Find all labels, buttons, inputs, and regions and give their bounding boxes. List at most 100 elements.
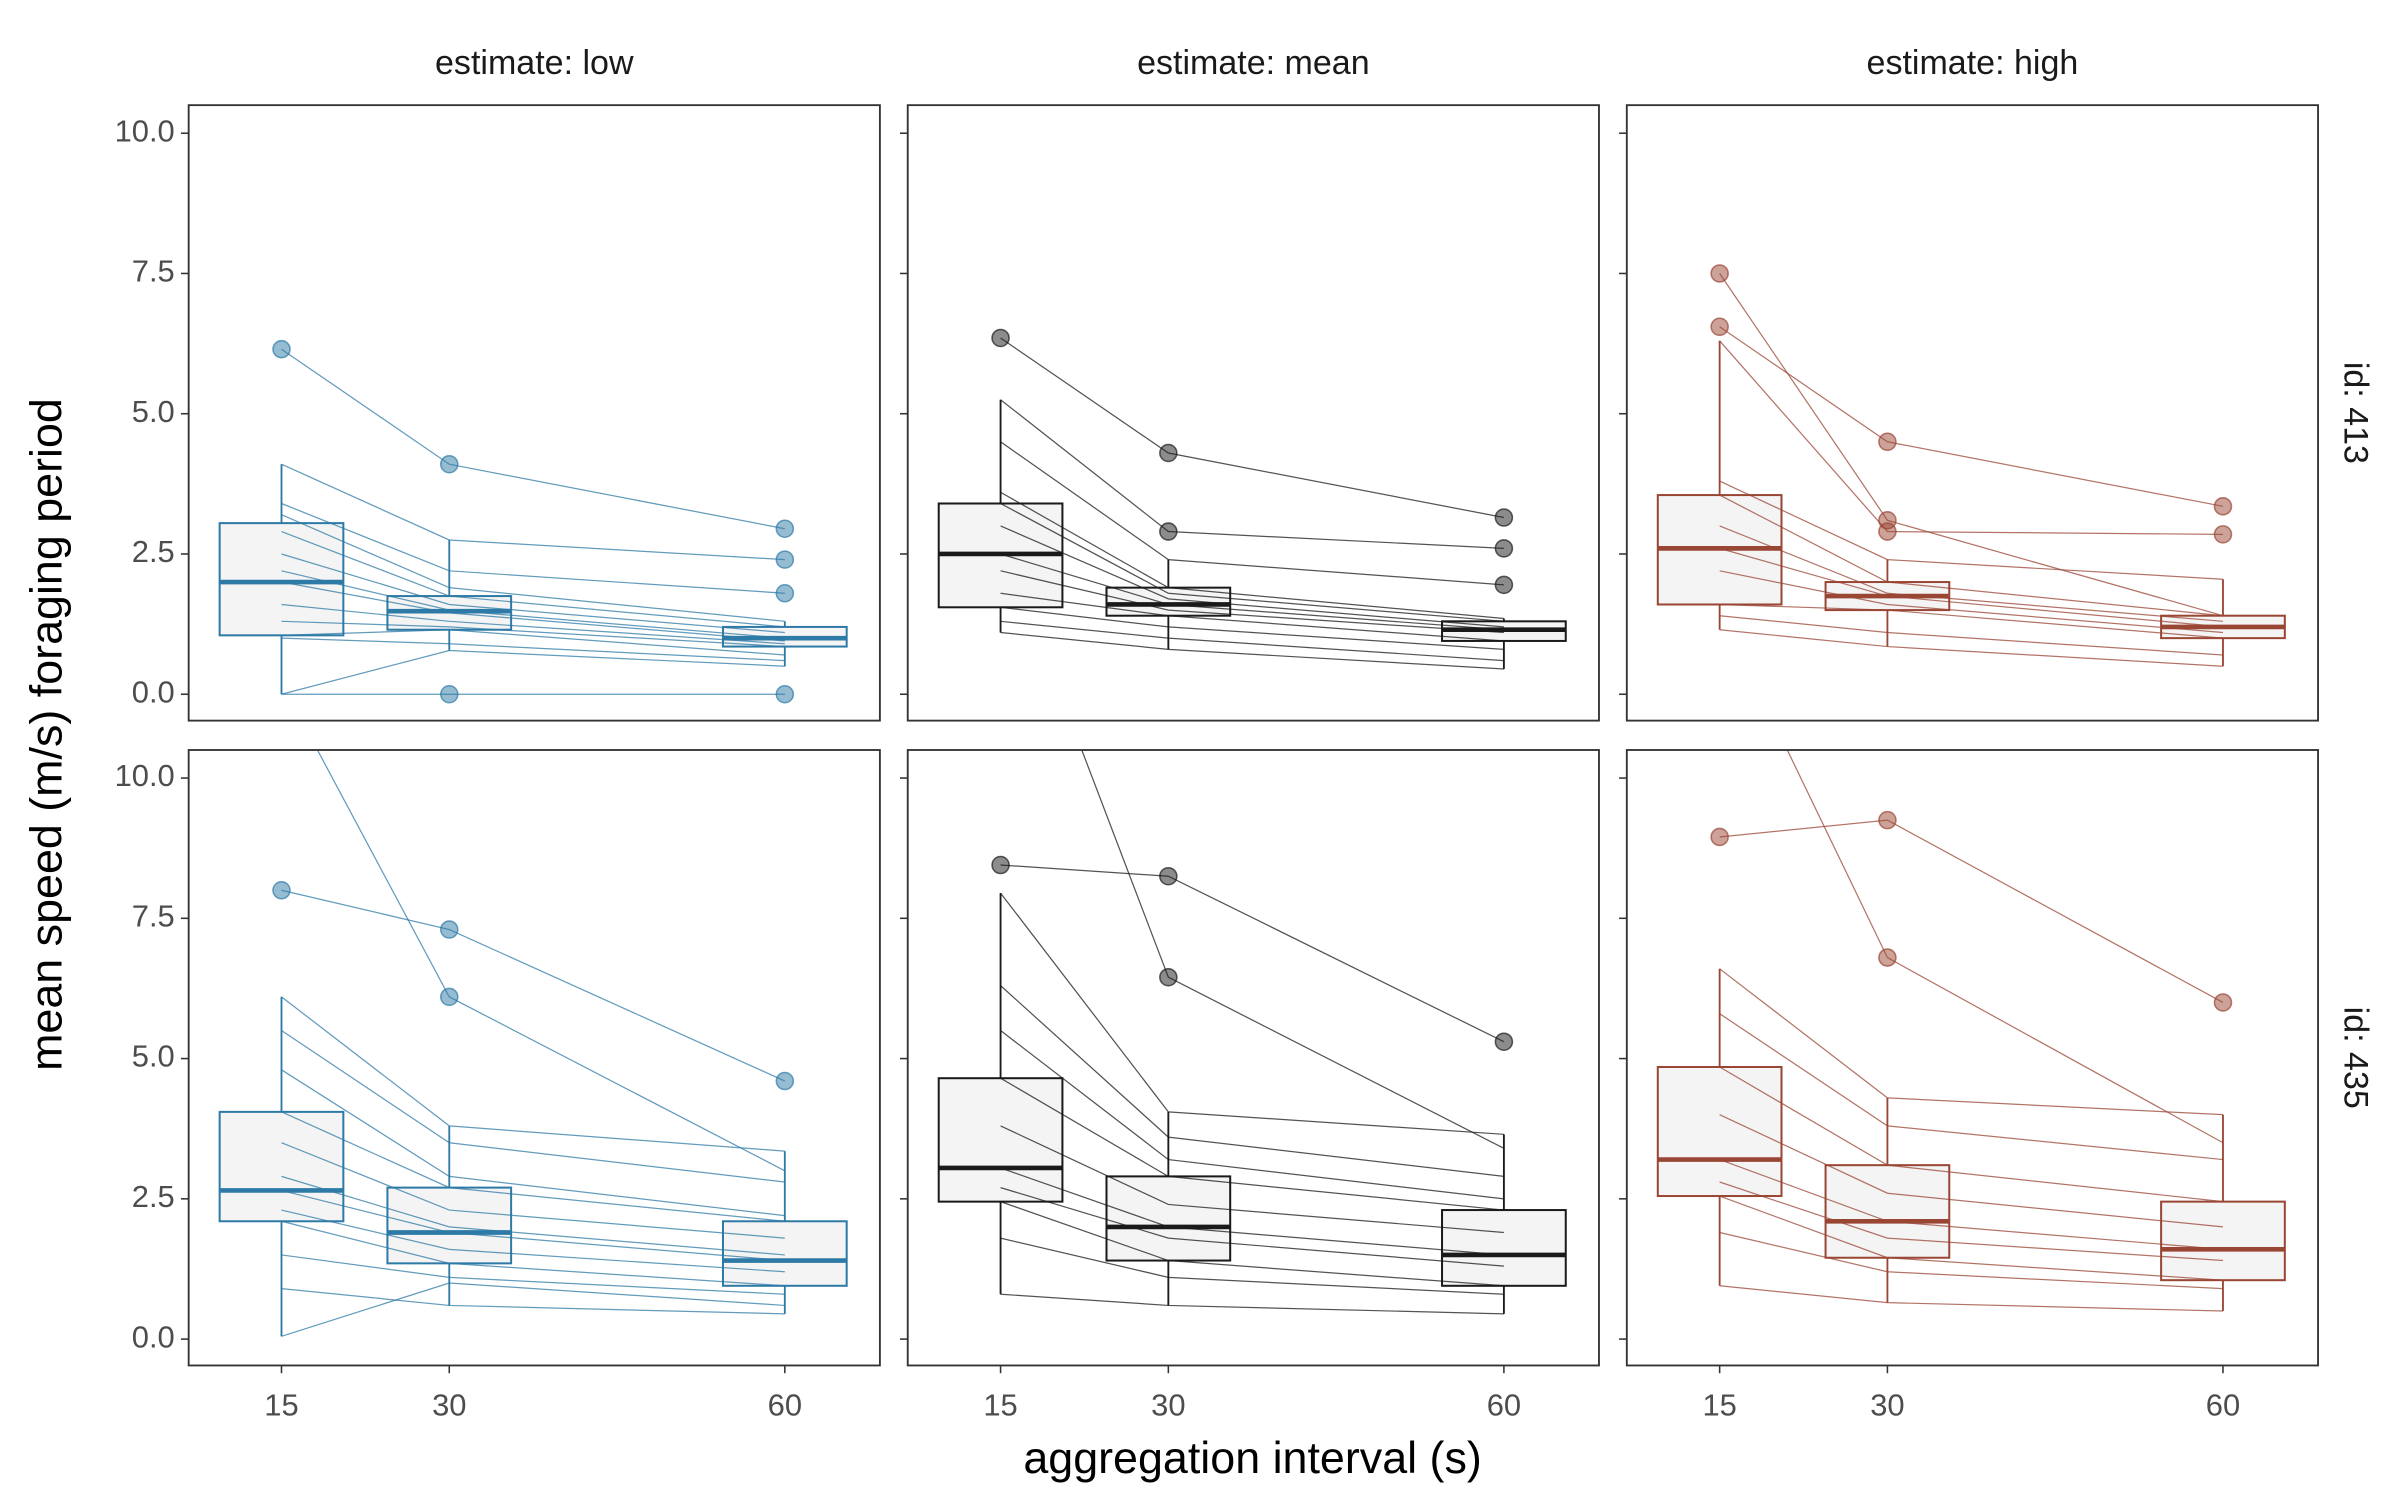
outlier — [272, 880, 291, 900]
individual-line — [281, 463, 785, 561]
outlier — [991, 328, 1010, 348]
individual-line — [1719, 1195, 2224, 1281]
individual-line — [281, 1254, 785, 1295]
outlier — [1710, 264, 1729, 283]
panel — [1656, 750, 2286, 1312]
box — [937, 1077, 1064, 1203]
individual-line — [281, 1287, 785, 1315]
individual-line — [1000, 985, 1504, 1178]
individual-line — [281, 553, 785, 634]
y-tick-label: 10.0 — [115, 758, 175, 793]
outlier — [991, 855, 1010, 875]
individual-line — [1000, 1293, 1504, 1315]
outlier — [1494, 539, 1514, 558]
individual-line — [1719, 603, 2224, 639]
outlier — [439, 920, 459, 939]
individual-line — [1719, 819, 2224, 1004]
y-tick-label: 0.0 — [132, 674, 175, 709]
individual-line — [281, 996, 785, 1152]
individual-line — [1000, 1201, 1504, 1287]
x-tick-label: 15 — [1702, 1387, 1736, 1422]
outlier — [272, 339, 291, 359]
panel — [937, 328, 1567, 670]
y-tick-label: 0.0 — [132, 1319, 175, 1354]
individual-line — [1719, 1181, 2224, 1262]
individual-line — [281, 629, 785, 656]
individual-line — [1000, 1077, 1504, 1211]
individual-line — [281, 620, 785, 648]
y-tick-label: 5.0 — [132, 394, 175, 429]
individual-line — [1000, 491, 1504, 620]
individual-line — [1719, 570, 2224, 634]
outlier — [1494, 508, 1514, 527]
outlier — [775, 1071, 795, 1091]
y-tick-label: 5.0 — [132, 1039, 175, 1074]
outlier — [1878, 522, 1897, 541]
individual-line — [281, 1209, 785, 1273]
outlier — [1159, 967, 1178, 987]
individual-line — [281, 502, 785, 594]
x-tick-label: 30 — [1870, 1387, 1904, 1422]
outlier — [1159, 866, 1178, 886]
x-tick-label: 30 — [1151, 1387, 1185, 1422]
outlier — [2213, 525, 2233, 544]
individual-line — [1719, 340, 2223, 535]
individual-line — [1719, 1231, 2224, 1290]
outlier — [1878, 810, 1897, 830]
individual-line — [1000, 1030, 1504, 1200]
outlier — [1878, 432, 1897, 452]
individual-line — [281, 1175, 785, 1256]
row-strip-label: id: 413 — [2337, 362, 2375, 464]
y-tick-label: 7.5 — [132, 254, 175, 289]
individual-line — [1000, 1125, 1504, 1234]
individual-line — [1000, 631, 1504, 670]
individual-line — [281, 1220, 785, 1287]
x-tick-label: 30 — [432, 1387, 466, 1422]
individual-line — [281, 514, 785, 622]
individual-line — [1719, 480, 2224, 580]
individual-line — [1719, 1158, 2224, 1250]
panel — [218, 339, 848, 704]
x-tick-label: 60 — [768, 1387, 802, 1422]
individual-line — [281, 603, 785, 645]
outlier — [2213, 497, 2233, 516]
box — [2160, 1200, 2286, 1282]
x-tick-label: 60 — [1487, 1387, 1521, 1422]
y-tick-label: 10.0 — [115, 113, 175, 148]
individual-line — [281, 1142, 785, 1239]
individual-line — [281, 637, 785, 662]
column-strip-label: estimate: mean — [1137, 44, 1370, 82]
outlier — [439, 684, 459, 704]
individual-line — [316, 750, 786, 1172]
outlier — [439, 454, 459, 474]
individual-line — [1000, 1237, 1504, 1295]
individual-line — [281, 889, 786, 1082]
individual-line — [281, 1282, 785, 1337]
individual-line — [281, 1069, 785, 1217]
outlier — [1494, 575, 1514, 595]
panel-border — [906, 749, 1600, 1367]
column-strip-label: estimate: low — [435, 44, 634, 82]
box — [218, 522, 345, 637]
individual-line — [281, 1030, 785, 1183]
individual-line — [1000, 441, 1504, 586]
individual-line — [281, 649, 785, 695]
x-tick-label: 15 — [264, 1387, 298, 1422]
panel-border — [1625, 749, 2319, 1367]
row-strip-label: id: 435 — [2337, 1007, 2375, 1109]
box — [1105, 1175, 1232, 1262]
individual-line — [1000, 570, 1504, 634]
individual-line — [1719, 629, 2224, 667]
box — [721, 1220, 848, 1287]
panel-border — [906, 104, 1600, 722]
x-axis-title: aggregation interval (s) — [1023, 1432, 1481, 1483]
individual-line — [1000, 620, 1504, 662]
y-tick-label: 2.5 — [132, 534, 175, 569]
box — [1441, 1209, 1567, 1287]
panel-border — [187, 749, 881, 1367]
outlier — [1159, 443, 1178, 463]
box — [218, 1110, 345, 1223]
column-strip-label: estimate: high — [1867, 44, 2079, 82]
individual-line — [281, 348, 785, 530]
